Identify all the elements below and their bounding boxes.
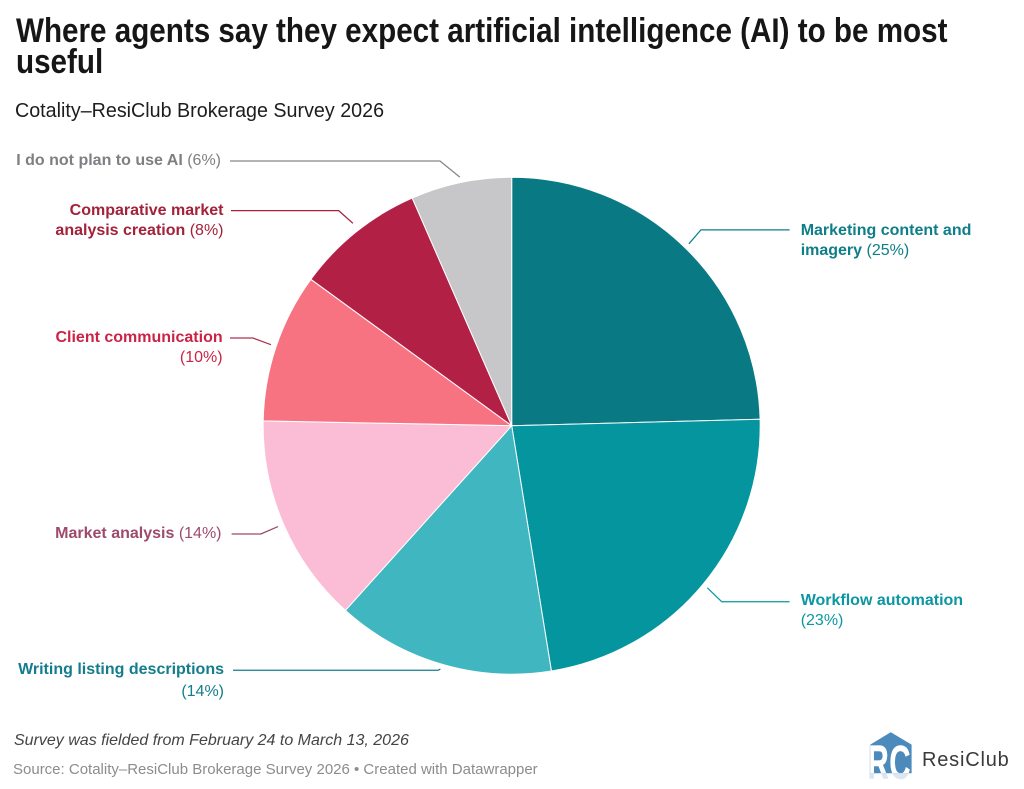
svg-text:ResiClub: ResiClub — [922, 749, 1010, 771]
svg-text:C: C — [889, 738, 910, 789]
svg-text:R: R — [868, 738, 889, 789]
